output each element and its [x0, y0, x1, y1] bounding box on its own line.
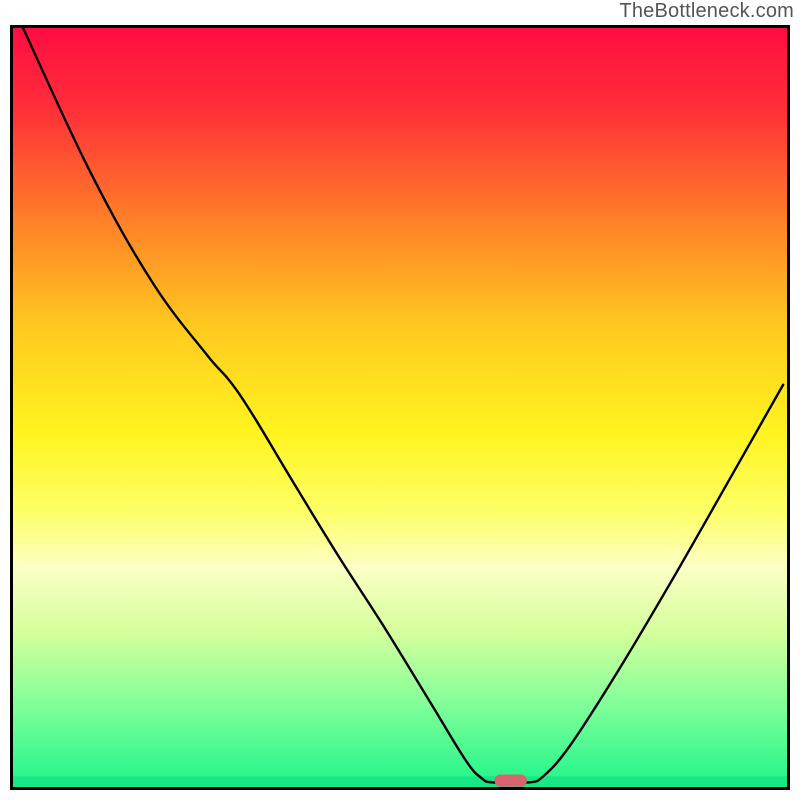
bottleneck-plot: [10, 25, 790, 790]
watermark-text: TheBottleneck.com: [619, 0, 794, 23]
optimum-marker: [494, 774, 527, 786]
chart-container: TheBottleneck.com: [0, 0, 800, 800]
